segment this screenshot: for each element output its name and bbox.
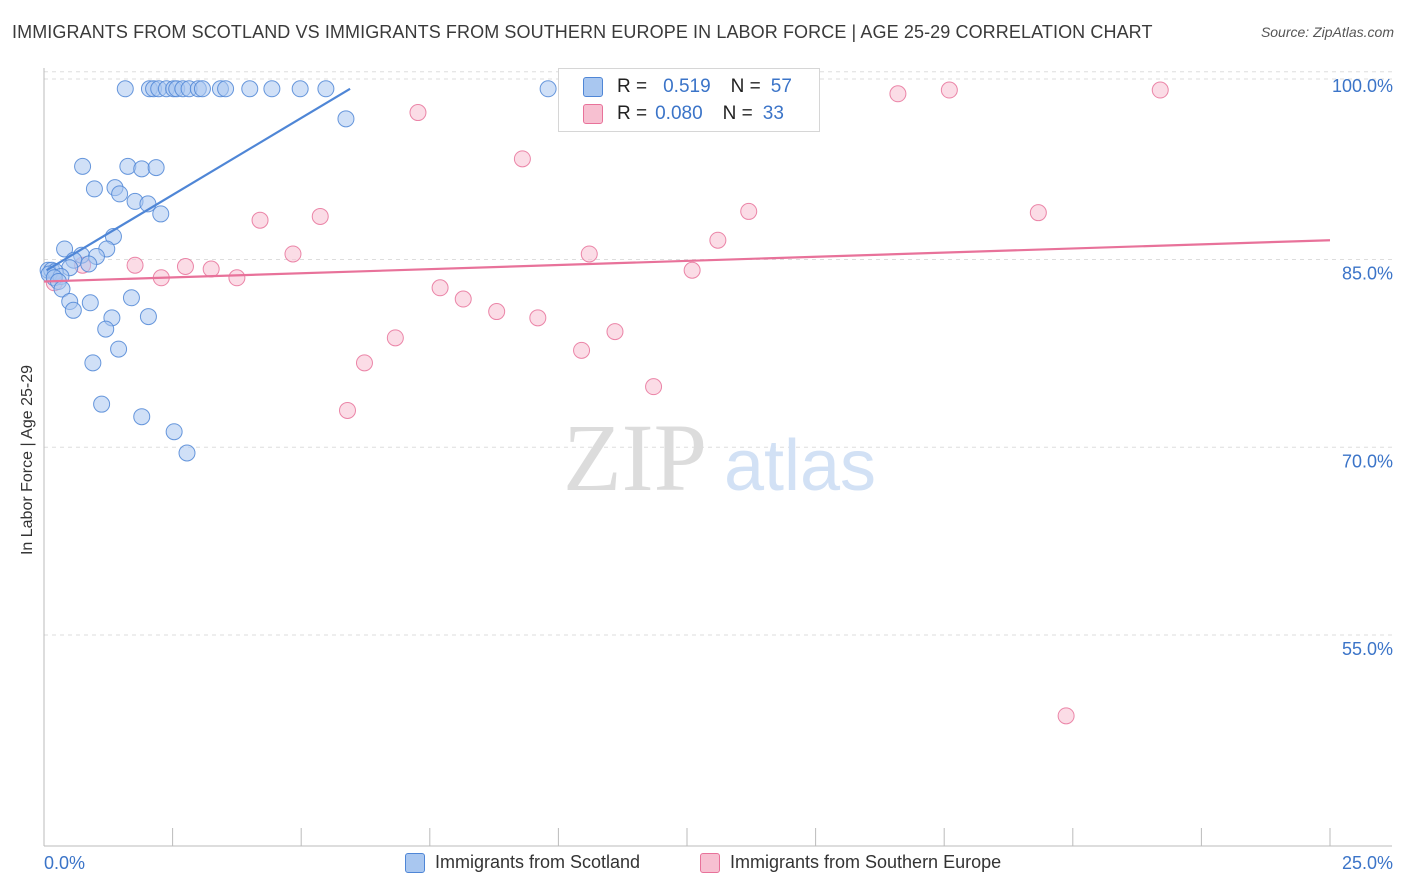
scotland-point [193, 80, 211, 98]
scotland-trend-line [46, 87, 351, 272]
southern-europe-point [513, 150, 531, 168]
watermark-atlas: atlas [724, 426, 876, 506]
southern-europe-point [606, 323, 624, 341]
scotland-point [80, 255, 98, 273]
scotland-point [133, 160, 151, 178]
southern-europe-point [573, 341, 591, 359]
labels-layer: 55.0% 70.0% 85.0% 100.0% 0.0% 25.0% [44, 76, 1393, 873]
scotland-point [139, 308, 157, 326]
southern-europe-point [202, 260, 220, 278]
stats-n-label: N = [722, 103, 753, 124]
legend-item-southern-europe[interactable]: Immigrants from Southern Europe [700, 852, 1001, 873]
southern-europe-point [386, 329, 404, 347]
y-tick-label: 100.0% [1332, 76, 1393, 96]
scotland-point [263, 80, 281, 98]
axes-layer [43, 68, 1392, 847]
southern-europe-trend-line [43, 239, 1331, 283]
southern-europe-point [338, 401, 356, 419]
stats-r-value: 0.519 [663, 76, 711, 97]
southern-europe-point [940, 81, 958, 99]
stats-r-label: R = [617, 76, 648, 97]
southern-europe-point [740, 202, 758, 220]
scotland-point [97, 320, 115, 338]
stats-r-label: R = [617, 103, 648, 124]
southern-europe-point [580, 245, 598, 263]
scotland-point [241, 80, 259, 98]
bottom-legend: Immigrants from Scotland Immigrants from… [0, 852, 1406, 878]
scotland-point [93, 395, 111, 413]
scotland-point [291, 80, 309, 98]
southern-europe-point [454, 290, 472, 308]
southern-europe-point [228, 269, 246, 287]
scotland-point [317, 80, 335, 98]
stats-legend: R = 0.519 N = 57 R = 0.080 N = 33 [558, 68, 820, 132]
stats-swatch-scotland [583, 77, 603, 97]
southern-europe-point [126, 256, 144, 274]
scotland-point [56, 240, 74, 258]
scotland-point [74, 157, 92, 175]
legend-label-scotland: Immigrants from Scotland [435, 852, 641, 872]
points-layer [39, 80, 1169, 725]
southern-europe-point [284, 245, 302, 263]
stats-swatch-southern-europe [583, 104, 603, 124]
watermark-zip: ZIP [563, 404, 707, 511]
scotland-point [85, 180, 103, 198]
scotland-point [111, 185, 129, 203]
scotland-point [178, 444, 196, 462]
scotland-point [84, 354, 102, 372]
chart-title: IMMIGRANTS FROM SCOTLAND VS IMMIGRANTS F… [12, 22, 1153, 42]
stats-row-southern-europe: R = 0.080 N = 33 [583, 102, 784, 126]
watermark: ZIP atlas [563, 404, 876, 511]
scotland-point [119, 157, 137, 175]
scotland-point [217, 80, 235, 98]
scotland-point [116, 80, 134, 98]
scotland-point [81, 294, 99, 312]
southern-europe-point [311, 207, 329, 225]
southern-europe-point [683, 261, 701, 279]
source-credit: Source: ZipAtlas.com [1260, 24, 1394, 40]
scotland-point [110, 340, 128, 358]
southern-europe-point [529, 309, 547, 327]
trend-layer [43, 87, 1331, 283]
x-tick-label-min: 0.0% [44, 853, 85, 873]
southern-europe-point [1029, 204, 1047, 222]
legend-label-southern-europe: Immigrants from Southern Europe [730, 852, 1002, 872]
southern-europe-point [176, 258, 194, 276]
southern-europe-point [1151, 81, 1169, 99]
stats-n-value: 33 [762, 103, 784, 124]
grid-layer [44, 71, 1392, 636]
y-tick-label: 85.0% [1342, 264, 1393, 284]
scotland-point [122, 289, 140, 307]
scotland-point [133, 408, 151, 426]
y-tick-label: 55.0% [1342, 639, 1393, 659]
southern-europe-point [355, 354, 373, 372]
southern-europe-point [709, 231, 727, 249]
scotland-point [64, 301, 82, 319]
southern-europe-point [431, 279, 449, 297]
y-axis-label: In Labor Force | Age 25-29 [19, 364, 36, 556]
scotland-point [165, 423, 183, 441]
southern-europe-point [251, 211, 269, 229]
scotland-point [337, 110, 355, 128]
southern-europe-point [645, 378, 663, 396]
legend-item-scotland[interactable]: Immigrants from Scotland [405, 852, 640, 873]
stats-r-value: 0.080 [655, 103, 703, 124]
southern-europe-point [889, 85, 907, 103]
southern-europe-point [488, 303, 506, 321]
scotland-point [152, 205, 170, 223]
southern-europe-point [409, 104, 427, 122]
y-tick-label: 70.0% [1342, 451, 1393, 471]
stats-n-value: 57 [770, 76, 792, 97]
scotland-point [147, 159, 165, 177]
legend-swatch-scotland [405, 852, 425, 873]
southern-europe-point [1057, 707, 1075, 725]
x-tick-label-max: 25.0% [1342, 853, 1393, 873]
legend-swatch-southern-europe [700, 852, 720, 873]
stats-row-scotland: R = 0.519 N = 57 [583, 75, 792, 99]
scotland-point [539, 80, 557, 98]
stats-n-label: N = [730, 76, 761, 97]
